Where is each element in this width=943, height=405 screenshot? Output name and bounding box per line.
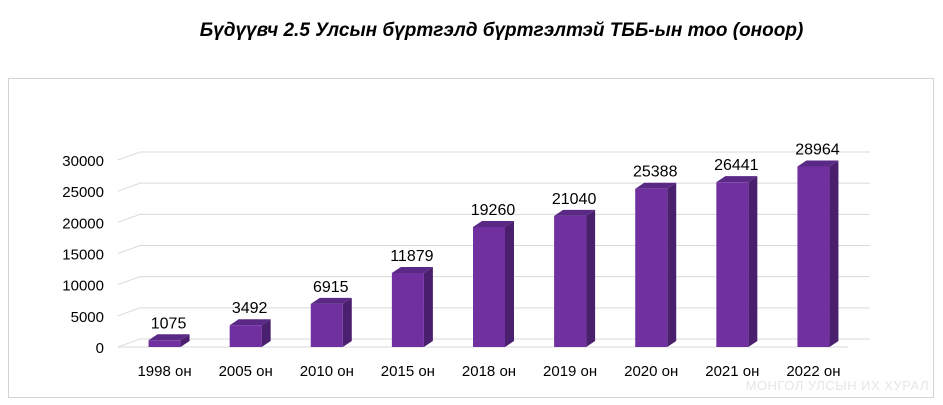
- bar-side: [261, 319, 271, 347]
- bar-side: [505, 220, 514, 347]
- x-tick-label: 2015 он: [381, 363, 435, 380]
- bar-side: [180, 334, 190, 347]
- data-label: 25388: [633, 164, 678, 181]
- bar: [148, 334, 190, 347]
- gridline: [117, 213, 870, 223]
- bar-side: [748, 176, 758, 347]
- data-label: 26441: [714, 157, 759, 174]
- chart-title: Бүдүүвч 2.5 Улсын бүртгэлд бүртгэлтэй ТБ…: [199, 20, 804, 41]
- x-tick-label: 1998 он: [137, 363, 191, 380]
- y-tick-label: 20000: [62, 215, 104, 232]
- bar-front: [229, 325, 262, 347]
- bar-top: [635, 182, 677, 189]
- y-tick-label: 0: [96, 340, 104, 357]
- label-layer: 0 5000 10000 15000 20000 25000 30000 1075 1998 о…: [62, 141, 840, 380]
- x-tick-label: 2020 он: [624, 363, 678, 380]
- bar-side: [423, 266, 433, 347]
- y-tick-label: 30000: [62, 153, 104, 170]
- bar-side: [342, 297, 352, 347]
- data-label: 19260: [471, 202, 516, 219]
- y-tick-label: 10000: [62, 278, 104, 295]
- y-tick-label: 15000: [62, 247, 104, 264]
- bar-top: [473, 220, 514, 227]
- bar-front: [797, 166, 830, 347]
- bar: [310, 297, 352, 347]
- chart-frame: [8, 78, 934, 398]
- bar-front: [716, 182, 749, 347]
- bar: [635, 182, 677, 347]
- bar-front: [148, 340, 181, 347]
- bar-front: [554, 215, 587, 347]
- bar-top: [310, 297, 352, 304]
- bar: [797, 160, 839, 347]
- data-label: 28964: [795, 141, 840, 158]
- bar-front: [391, 272, 424, 347]
- x-tick-label: 2022 он: [786, 363, 840, 380]
- gridline: [117, 338, 870, 348]
- data-label: 3492: [232, 300, 268, 317]
- x-tick-label: 2019 он: [543, 363, 597, 380]
- y-tick-label: 5000: [71, 309, 104, 326]
- bar-top: [797, 160, 839, 167]
- bar-top: [554, 209, 596, 216]
- bar: [473, 220, 514, 347]
- bar-layer: [148, 160, 839, 347]
- y-tick-label: 25000: [62, 184, 104, 201]
- bar-front: [473, 226, 505, 347]
- bar: [554, 209, 596, 347]
- x-tick-label: 2021 он: [705, 363, 759, 380]
- gridline: [117, 307, 870, 317]
- bar-top: [716, 176, 758, 183]
- bar: [391, 266, 433, 347]
- data-label: 21040: [552, 191, 597, 208]
- bar-top: [391, 266, 433, 273]
- data-label: 6915: [313, 279, 349, 296]
- data-label: 1075: [151, 315, 187, 332]
- bar: [716, 176, 758, 347]
- bar-front: [310, 303, 343, 347]
- gridline: [117, 245, 870, 254]
- bar-side: [829, 160, 839, 347]
- bar-side: [667, 182, 677, 347]
- bar: [229, 319, 271, 347]
- x-tick-label: 2018 он: [462, 363, 516, 380]
- gridline: [117, 182, 870, 192]
- data-label: 11879: [390, 248, 433, 265]
- bar-top: [148, 334, 190, 341]
- x-tick-label: 2010 он: [300, 363, 354, 380]
- bar-side: [586, 209, 596, 347]
- watermark-text: МОНГОЛ УЛСЫН ИХ ХУРАЛ: [745, 378, 929, 393]
- x-tick-label: 2005 он: [219, 363, 273, 380]
- bar-front: [635, 188, 668, 347]
- bar-top: [229, 319, 271, 326]
- gridline: [117, 151, 870, 161]
- gridline: [117, 276, 870, 286]
